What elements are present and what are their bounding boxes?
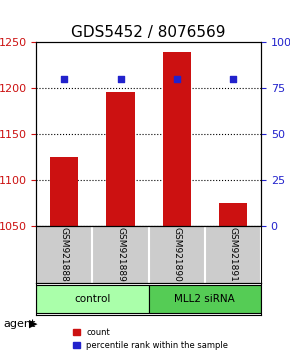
FancyBboxPatch shape: [148, 285, 261, 314]
Point: [62, 76, 67, 82]
Text: GSM921888: GSM921888: [60, 227, 69, 282]
Bar: [50, 157, 78, 226]
Title: GDS5452 / 8076569: GDS5452 / 8076569: [71, 25, 226, 40]
Bar: [219, 203, 247, 226]
Point: [118, 76, 123, 82]
Text: GSM921889: GSM921889: [116, 227, 125, 282]
Bar: [106, 92, 135, 226]
Point: [174, 76, 179, 82]
Text: MLL2 siRNA: MLL2 siRNA: [175, 294, 235, 304]
Text: ▶: ▶: [29, 319, 37, 329]
FancyBboxPatch shape: [36, 285, 148, 314]
Text: control: control: [74, 294, 110, 304]
Bar: [163, 52, 191, 226]
Legend: count, percentile rank within the sample: count, percentile rank within the sample: [70, 325, 232, 353]
Text: GSM921891: GSM921891: [229, 227, 238, 282]
Text: agent: agent: [3, 319, 35, 329]
Point: [231, 76, 235, 82]
Text: GSM921890: GSM921890: [172, 227, 181, 282]
